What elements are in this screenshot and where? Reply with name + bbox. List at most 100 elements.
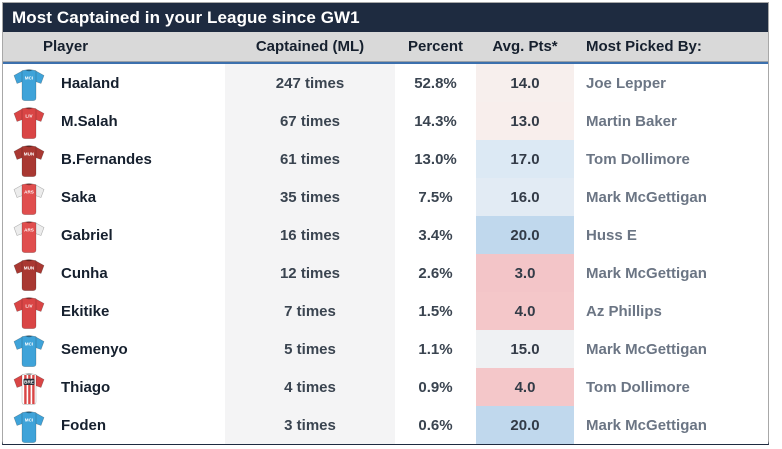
svg-text:ARS: ARS [24,189,34,194]
svg-text:MCI: MCI [25,417,33,422]
player-name: Haaland [61,74,120,92]
svg-text:MCI: MCI [25,75,33,80]
captained-count: 5 times [225,330,395,368]
captained-count: 247 times [225,64,395,102]
table-header: Player Captained (ML) Percent Avg. Pts* … [3,32,768,62]
player-name: Thiago [61,378,111,396]
avg-points-value: 4.0 [476,368,574,406]
player-name: Cunha [61,264,108,282]
team-jersey-icon: LIV [12,104,46,140]
column-header-avg-pts: Avg. Pts* [492,38,558,55]
table-row: LIV Ekitike 7 times 1.5% 4.0 Az Phillips [3,292,768,330]
player-name: B.Fernandes [61,150,152,168]
jersey-cell: LIV [3,102,59,140]
most-picked-by-name: Huss E [586,226,637,244]
team-jersey-icon: MUN [12,256,46,292]
most-picked-by-name: Tom Dollimore [586,378,690,396]
table-row: MUN Cunha 12 times 2.6% 3.0 Mark McGetti… [3,254,768,292]
captained-count: 12 times [225,254,395,292]
most-picked-by-name: Mark McGettigan [586,416,707,434]
header-accent-line [3,62,768,64]
avg-points-value: 14.0 [476,64,574,102]
svg-text:BRE: BRE [24,379,34,384]
captained-count: 3 times [225,406,395,444]
captained-percent: 2.6% [418,264,453,282]
captained-count: 61 times [225,140,395,178]
column-header-player: Player [43,38,89,55]
most-picked-by-name: Joe Lepper [586,74,667,92]
jersey-cell: MUN [3,254,59,292]
jersey-cell: MCI [3,330,59,368]
captained-count: 7 times [225,292,395,330]
captained-percent: 7.5% [418,188,453,206]
team-jersey-icon: ARS [12,180,46,216]
team-jersey-icon: BRE [12,370,46,406]
jersey-cell: ARS [3,178,59,216]
avg-points-value: 17.0 [476,140,574,178]
jersey-cell: MCI [3,64,59,102]
column-header-most-picked: Most Picked By: [586,38,702,55]
table-row: MCI Foden 3 times 0.6% 20.0 Mark McGetti… [3,406,768,444]
team-jersey-icon: LIV [12,294,46,330]
team-jersey-icon: ARS [12,218,46,254]
most-captained-panel: Most Captained in your League since GW1 … [2,2,769,445]
player-name: Saka [61,188,97,206]
captained-percent: 1.1% [418,340,453,358]
jersey-cell: MUN [3,140,59,178]
svg-text:LIV: LIV [25,113,33,118]
captained-count: 4 times [225,368,395,406]
captained-count: 16 times [225,216,395,254]
team-jersey-icon: MUN [12,142,46,178]
avg-points-value: 4.0 [476,292,574,330]
table-row: MCI Semenyo 5 times 1.1% 15.0 Mark McGet… [3,330,768,368]
table-row: ARS Saka 35 times 7.5% 16.0 Mark McGetti… [3,178,768,216]
captained-percent: 0.6% [418,416,453,434]
jersey-cell: ARS [3,216,59,254]
captained-count: 67 times [225,102,395,140]
player-name: Foden [61,416,106,434]
captained-percent: 14.3% [414,112,457,130]
table-row: MCI Haaland 247 times 52.8% 14.0 Joe Lep… [3,64,768,102]
captained-percent: 3.4% [418,226,453,244]
svg-text:ARS: ARS [24,227,34,232]
table-body: MCI Haaland 247 times 52.8% 14.0 Joe Lep… [3,64,768,444]
most-picked-by-name: Az Phillips [586,302,662,320]
svg-text:LIV: LIV [25,303,33,308]
team-jersey-icon: MCI [12,332,46,368]
avg-points-value: 20.0 [476,406,574,444]
captained-percent: 13.0% [414,150,457,168]
svg-text:MCI: MCI [25,341,33,346]
most-picked-by-name: Mark McGettigan [586,188,707,206]
panel-title-bar: Most Captained in your League since GW1 [3,3,768,32]
table-row: MUN B.Fernandes 61 times 13.0% 17.0 Tom … [3,140,768,178]
captained-percent: 1.5% [418,302,453,320]
panel-title: Most Captained in your League since GW1 [12,7,360,27]
table-row: ARS Gabriel 16 times 3.4% 20.0 Huss E [3,216,768,254]
avg-points-value: 20.0 [476,216,574,254]
avg-points-value: 15.0 [476,330,574,368]
column-header-captained: Captained (ML) [255,38,365,55]
svg-text:MUN: MUN [24,265,35,270]
captained-percent: 52.8% [414,74,457,92]
jersey-cell: LIV [3,292,59,330]
jersey-cell: MCI [3,406,59,444]
column-header-percent: Percent [407,38,464,55]
player-name: Semenyo [61,340,128,358]
most-picked-by-name: Mark McGettigan [586,340,707,358]
avg-points-value: 16.0 [476,178,574,216]
captained-percent: 0.9% [418,378,453,396]
svg-text:MUN: MUN [24,151,35,156]
most-picked-by-name: Martin Baker [586,112,677,130]
captained-count: 35 times [225,178,395,216]
player-name: Gabriel [61,226,113,244]
jersey-cell: BRE [3,368,59,406]
most-picked-by-name: Mark McGettigan [586,264,707,282]
most-picked-by-name: Tom Dollimore [586,150,690,168]
player-name: M.Salah [61,112,118,130]
team-jersey-icon: MCI [12,66,46,102]
avg-points-value: 13.0 [476,102,574,140]
table-row: LIV M.Salah 67 times 14.3% 13.0 Martin B… [3,102,768,140]
avg-points-value: 3.0 [476,254,574,292]
team-jersey-icon: MCI [12,408,46,444]
player-name: Ekitike [61,302,110,320]
